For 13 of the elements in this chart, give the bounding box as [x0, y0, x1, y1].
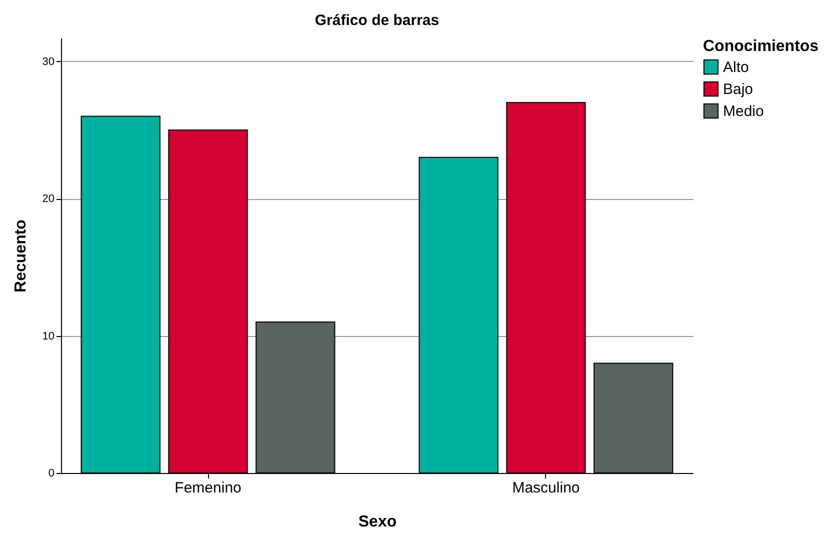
y-tick-label: 10 [42, 330, 54, 342]
legend-title: Conocimientos [703, 38, 819, 55]
y-tick-label: 20 [42, 193, 54, 206]
x-tick-label: Femenino [174, 480, 242, 496]
legend-label: Medio [723, 103, 764, 120]
y-tick-label: 30 [42, 56, 54, 68]
legend-label: Alto [723, 59, 749, 76]
x-axis-title: Sexo [358, 514, 397, 530]
chart-title: Gráfico de barras [314, 12, 440, 29]
legend-label: Bajo [723, 81, 754, 98]
y-tick-label: 0 [48, 468, 54, 480]
x-tick-label: Masculino [512, 480, 580, 496]
y-axis-title: Recuento [12, 219, 30, 292]
